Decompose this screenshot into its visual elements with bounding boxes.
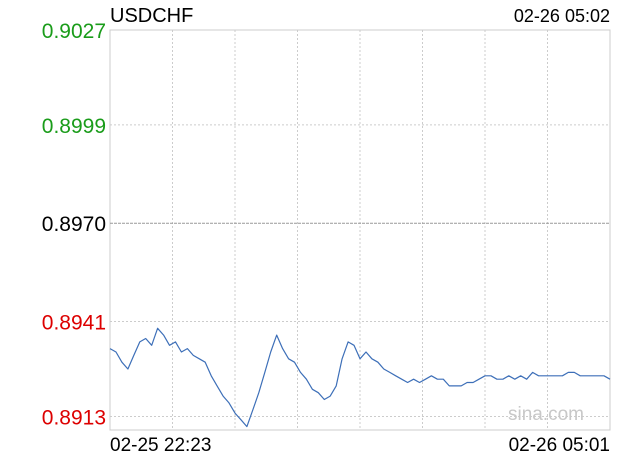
y-tick-label: 0.8970 xyxy=(42,213,106,236)
watermark: sina.com xyxy=(508,404,584,425)
y-tick-label: 0.9027 xyxy=(42,20,106,43)
symbol-title: USDCHF xyxy=(110,5,193,27)
grid-lines xyxy=(110,29,610,430)
y-axis-labels: 0.9027 0.8999 0.8970 0.8941 0.8913 xyxy=(42,20,106,429)
x-axis-end-label: 02-26 05:01 xyxy=(509,435,610,456)
y-tick-label: 0.8999 xyxy=(42,115,106,138)
y-tick-label: 0.8913 xyxy=(42,406,106,429)
timestamp: 02-26 05:02 xyxy=(514,6,610,26)
y-tick-label: 0.8941 xyxy=(42,312,106,335)
price-series-line xyxy=(109,327,611,428)
x-axis-start-label: 02-25 22:23 xyxy=(110,435,211,456)
